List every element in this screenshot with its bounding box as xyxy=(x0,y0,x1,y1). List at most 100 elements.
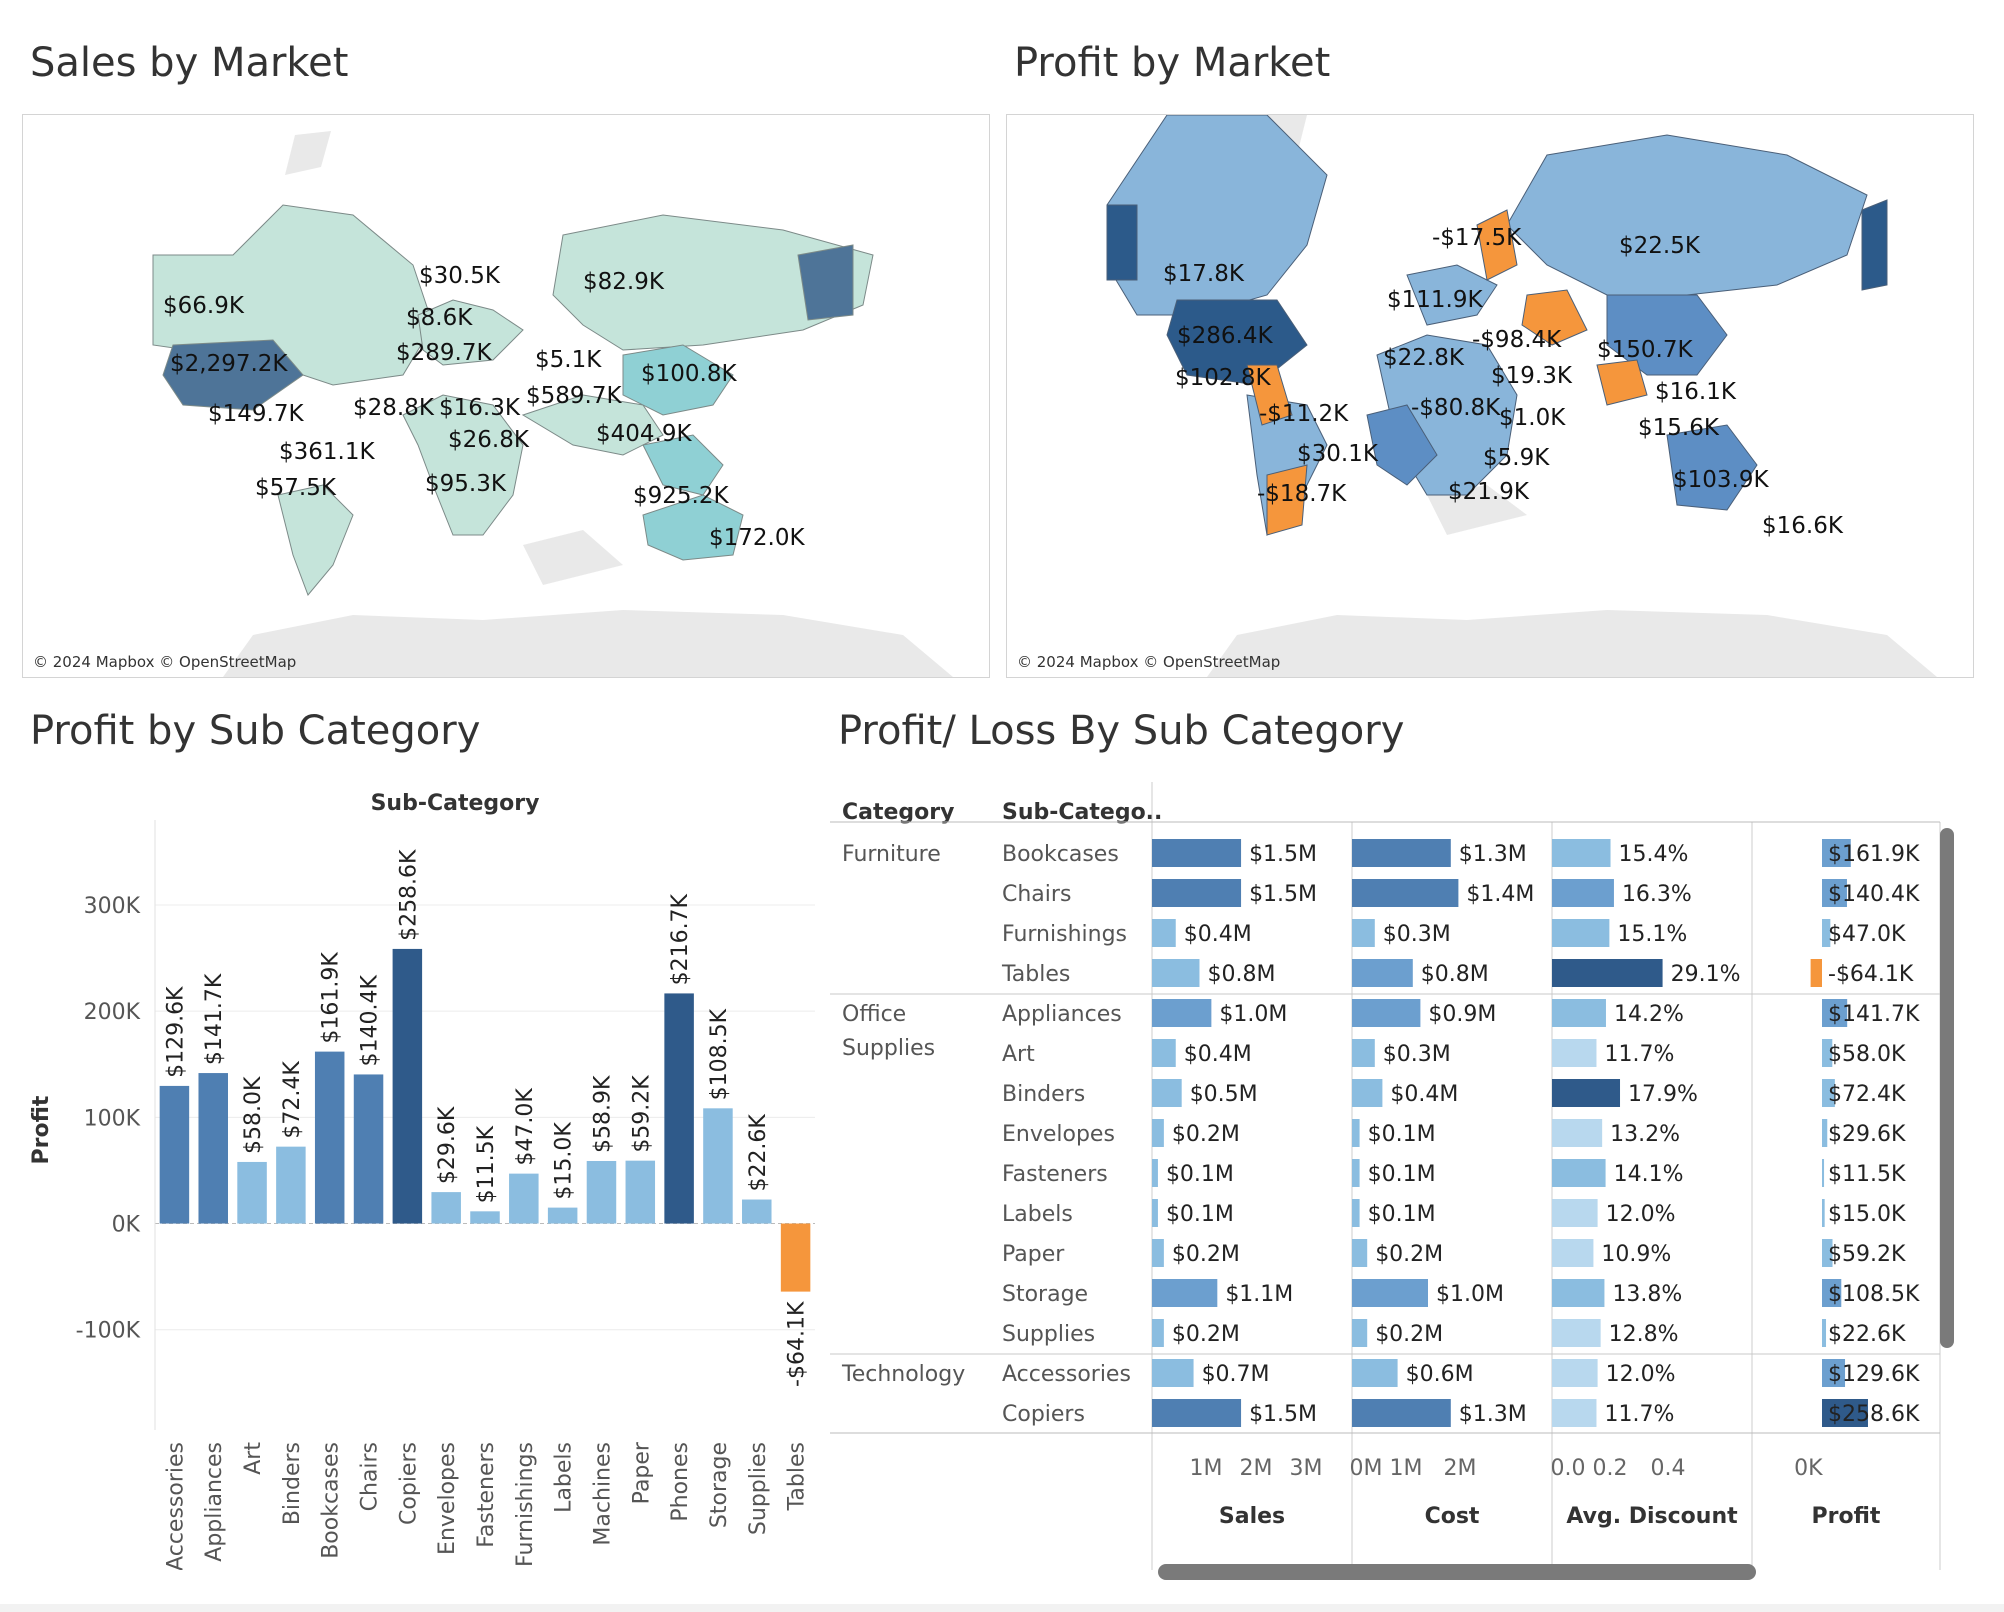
subcat-chart-title: Profit by Sub Category xyxy=(30,708,481,754)
cost-value: $1.3M xyxy=(1459,1402,1527,1427)
category-label: Supplies xyxy=(842,1036,935,1061)
cost-value: $0.8M xyxy=(1421,962,1489,987)
sales-map[interactable]: © 2024 Mapbox © OpenStreetMap $30.5K $82… xyxy=(22,114,990,678)
bar-data-label: -$64.1K xyxy=(785,1301,810,1387)
x-tick-label: Envelopes xyxy=(435,1442,460,1555)
cost-value: $0.1M xyxy=(1368,1202,1436,1227)
sales-map-label: $28.8K xyxy=(353,395,434,421)
x-tick-label: Paper xyxy=(629,1441,654,1504)
axis-tick-label: 0K xyxy=(1794,1456,1823,1481)
profit-bar xyxy=(1822,1319,1827,1347)
bar-data-label: $216.7K xyxy=(668,893,693,985)
discount-bar xyxy=(1552,1159,1606,1187)
subcategory-label: Chairs xyxy=(1002,882,1071,907)
bar-data-label: $58.0K xyxy=(241,1076,266,1154)
sales-value: $0.1M xyxy=(1166,1202,1234,1227)
sales-value: $1.5M xyxy=(1249,882,1317,907)
profit-bar xyxy=(1810,959,1822,987)
sales-map-label: $589.7K xyxy=(526,383,622,409)
sales-map-svg xyxy=(152,131,953,677)
subcategory-label: Art xyxy=(1002,1042,1035,1067)
cost-bar xyxy=(1352,1159,1360,1187)
discount-bar xyxy=(1552,839,1611,867)
cost-bar xyxy=(1352,1239,1368,1267)
profit-bar xyxy=(1822,919,1831,947)
sales-map-label: $172.0K xyxy=(709,525,805,551)
profit-map-regions xyxy=(1106,115,1888,537)
bar-envelopes xyxy=(431,1192,461,1224)
profit-bar xyxy=(1822,879,1847,907)
sales-value: $0.4M xyxy=(1184,1042,1252,1067)
discount-bar xyxy=(1552,919,1610,947)
profit-map-label: -$98.4K xyxy=(1472,327,1562,353)
measure-label: Avg. Discount xyxy=(1566,1504,1738,1529)
sales-bar xyxy=(1152,999,1212,1027)
discount-bar xyxy=(1552,1119,1603,1147)
discount-value: 12.0% xyxy=(1606,1362,1676,1387)
y-tick-label: 200K xyxy=(84,1000,141,1025)
category-label: Furniture xyxy=(842,842,941,867)
sales-bar xyxy=(1152,959,1200,987)
discount-value: 29.1% xyxy=(1671,962,1741,987)
subcategory-label: Bookcases xyxy=(1002,842,1119,867)
profit-value: $47.0K xyxy=(1828,922,1906,947)
x-tick-label: Furnishings xyxy=(513,1442,538,1567)
table-body: Furniture Bookcases $1.5M $1.3M 15.4% $161.9K… xyxy=(830,839,1940,1427)
sales-map-label: $57.5K xyxy=(255,475,336,501)
sales-bar xyxy=(1152,1079,1182,1107)
profit-map-label: $102.8K xyxy=(1175,365,1271,391)
category-label: Office xyxy=(842,1002,906,1027)
bar-accessories xyxy=(159,1085,190,1224)
sales-map-label: $100.8K xyxy=(641,361,737,387)
bar-data-label: $108.5K xyxy=(707,1008,732,1100)
profit-map-label: $286.4K xyxy=(1177,323,1273,349)
profit-map-label: $16.1K xyxy=(1655,379,1736,405)
profit-value: $22.6K xyxy=(1828,1322,1906,1347)
discount-value: 13.8% xyxy=(1612,1282,1682,1307)
profit-bar xyxy=(1822,1159,1825,1187)
cost-value: $0.4M xyxy=(1390,1082,1458,1107)
profit-map-label: $19.3K xyxy=(1491,363,1572,389)
x-tick-label: Binders xyxy=(280,1442,305,1525)
sales-bar xyxy=(1152,919,1176,947)
profit-map-title: Profit by Market xyxy=(1014,40,1331,86)
sales-map-label: $925.2K xyxy=(633,483,729,509)
bar-data-label: $47.0K xyxy=(513,1088,538,1166)
cost-bar xyxy=(1352,1199,1360,1227)
y-axis-label: Profit xyxy=(29,1095,54,1164)
sales-bar xyxy=(1152,879,1242,907)
discount-value: 14.1% xyxy=(1614,1162,1684,1187)
axis-tick-label: 0.4 xyxy=(1651,1456,1686,1481)
subcategory-label: Supplies xyxy=(1002,1322,1095,1347)
cost-value: $0.1M xyxy=(1368,1122,1436,1147)
subcat-bar-chart[interactable]: Sub-Category Profit -100K 0K 100K 200K 300K $12… xyxy=(0,770,820,1570)
y-tick-label: -100K xyxy=(76,1319,141,1344)
profit-bar xyxy=(1822,1279,1842,1307)
sales-map-label: $95.3K xyxy=(425,471,506,497)
pl-table[interactable]: Category Sub-Catego.. Furniture Bookcases $1… xyxy=(830,770,1990,1590)
cost-value: $0.2M xyxy=(1375,1322,1443,1347)
profit-map-label: $22.8K xyxy=(1383,345,1464,371)
bar-tables xyxy=(780,1223,811,1292)
subcategory-label: Accessories xyxy=(1002,1362,1131,1387)
cost-bar xyxy=(1352,1119,1360,1147)
sales-value: $0.4M xyxy=(1184,922,1252,947)
axis-tick-label: 0.0 xyxy=(1551,1456,1586,1481)
sales-value: $1.1M xyxy=(1225,1282,1293,1307)
bar-copiers xyxy=(392,948,423,1224)
profit-map[interactable]: © 2024 Mapbox © OpenStreetMap -$17.5K $2… xyxy=(1006,114,1974,678)
cost-value: $0.9M xyxy=(1428,1002,1496,1027)
profit-map-label: -$17.5K xyxy=(1432,225,1522,251)
profit-bar xyxy=(1822,1039,1833,1067)
bar-data-label: $22.6K xyxy=(746,1114,771,1192)
profit-value: $29.6K xyxy=(1828,1122,1906,1147)
sales-map-label: $66.9K xyxy=(163,293,244,319)
horizontal-scrollbar[interactable] xyxy=(1158,1564,1756,1580)
sales-map-label: $30.5K xyxy=(419,263,500,289)
sales-map-label: $361.1K xyxy=(279,439,375,465)
bar-data-label: $72.4K xyxy=(280,1061,305,1139)
bar-fasteners xyxy=(470,1211,500,1224)
vertical-scrollbar[interactable] xyxy=(1940,828,1954,1348)
x-tick-label: Machines xyxy=(590,1442,615,1546)
profit-map-label: -$80.8K xyxy=(1411,395,1501,421)
